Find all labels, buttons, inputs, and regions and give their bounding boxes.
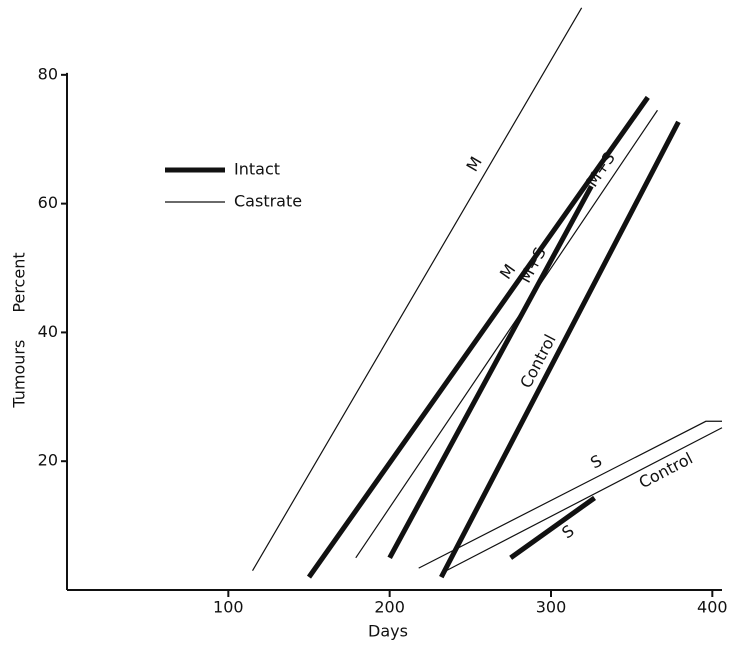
data-line [355, 109, 658, 559]
line-label: S [587, 451, 605, 473]
x-axis-label: Days [368, 622, 408, 641]
y-tick-label: 80 [38, 64, 58, 83]
y-tick-label: 20 [38, 451, 58, 470]
y-tick-label: 40 [38, 322, 58, 341]
x-tick-label: 200 [374, 598, 405, 617]
y-axis-label: Tumours Percent [10, 252, 29, 408]
y-tick-label: 60 [38, 193, 58, 212]
data-line [418, 420, 722, 569]
data-line [252, 7, 583, 571]
data-line [387, 185, 594, 559]
data-line [509, 495, 597, 560]
x-tick-label: 300 [536, 598, 567, 617]
legend-label: Castrate [234, 192, 302, 211]
data-line [441, 427, 723, 574]
line-label: M+S [515, 244, 550, 286]
line-label: Control [636, 449, 696, 492]
line-label: M+S [582, 149, 619, 191]
x-tick-label: 400 [697, 598, 728, 617]
line-label: M [496, 260, 519, 282]
line-label: S [558, 521, 577, 542]
data-line [439, 120, 681, 579]
data-line [306, 95, 650, 579]
line-label: M [462, 153, 485, 175]
legend-label: Intact [234, 160, 280, 179]
x-tick-label: 100 [213, 598, 244, 617]
